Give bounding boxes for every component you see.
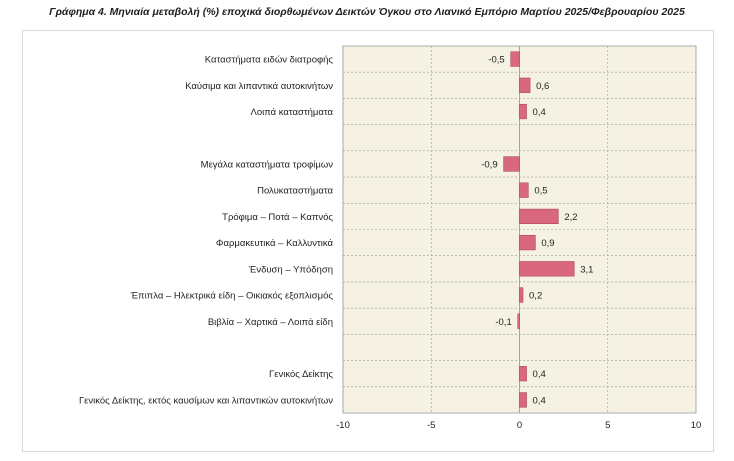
category-label: Πολυκαταστήματα: [257, 186, 333, 197]
bars: [503, 51, 575, 408]
category-label: Λοιπά καταστήματα: [250, 107, 333, 118]
bar: [519, 77, 531, 93]
bar: [519, 261, 575, 277]
data-label: 0,5: [534, 186, 547, 197]
gridlines: [342, 46, 697, 413]
bar: [517, 313, 520, 329]
data-label: 2,2: [564, 212, 577, 223]
category-label: Καταστήματα ειδών διατροφής: [205, 55, 334, 66]
bar: [519, 208, 559, 224]
x-tick-label: 5: [605, 420, 610, 431]
bar: [519, 235, 536, 251]
bar: [510, 51, 520, 67]
data-label: 0,4: [533, 107, 546, 118]
data-label: 0,9: [541, 238, 554, 249]
category-label: Φαρμακευτικά – Καλλυντικά: [216, 238, 334, 249]
bar: [519, 392, 527, 408]
bar: [519, 103, 527, 120]
chart-title: Γράφημα 4. Μηνιαία μεταβολή (%) εποχικά …: [49, 6, 685, 18]
x-tick-label: 0: [517, 420, 522, 431]
data-label: -0,9: [481, 159, 497, 170]
data-label: 0,6: [536, 81, 549, 92]
x-axis-ticks: -10 -5 0 5 10: [336, 420, 701, 431]
category-label: Βιβλία – Χαρτικά – Λοιπά είδη: [208, 317, 333, 328]
category-label: Καύσιμα και λιπαντικά αυτοκινήτων: [185, 81, 333, 92]
category-label: Μεγάλα καταστήματα τροφίμων: [201, 159, 334, 170]
data-label: -0,5: [488, 55, 504, 66]
data-label: 0,2: [529, 291, 542, 302]
category-label: Γενικός Δείκτης, εκτός καυσίμων και λιπα…: [79, 395, 333, 406]
bar: [519, 287, 524, 303]
bar: [519, 366, 527, 382]
category-label: Γενικός Δείκτης: [269, 369, 333, 380]
data-label: 3,1: [580, 264, 593, 275]
x-tick-label: 10: [691, 420, 702, 431]
bar: [519, 182, 529, 198]
category-label: Τρόφιμα – Ποτά – Καπνός: [222, 212, 333, 223]
data-label: 0,4: [533, 369, 546, 380]
data-label: -0,1: [495, 317, 511, 328]
x-tick-label: -5: [427, 420, 435, 431]
category-label: Ένδυση – Υπόδηση: [248, 264, 333, 275]
category-labels: Καταστήματα ειδών διατροφής Καύσιμα και λ…: [79, 55, 334, 407]
category-label: Έπιπλα – Ηλεκτρικά είδη – Οικιακός εξοπλ…: [130, 291, 334, 302]
x-tick-label: -10: [336, 420, 350, 431]
bar: [503, 156, 520, 172]
data-labels: -0,5 0,6 0,4 -0,9 0,5 2,2 0,9 3,1 0,2 -0,1 0,4 0,4: [481, 55, 593, 407]
data-label: 0,4: [533, 395, 546, 406]
